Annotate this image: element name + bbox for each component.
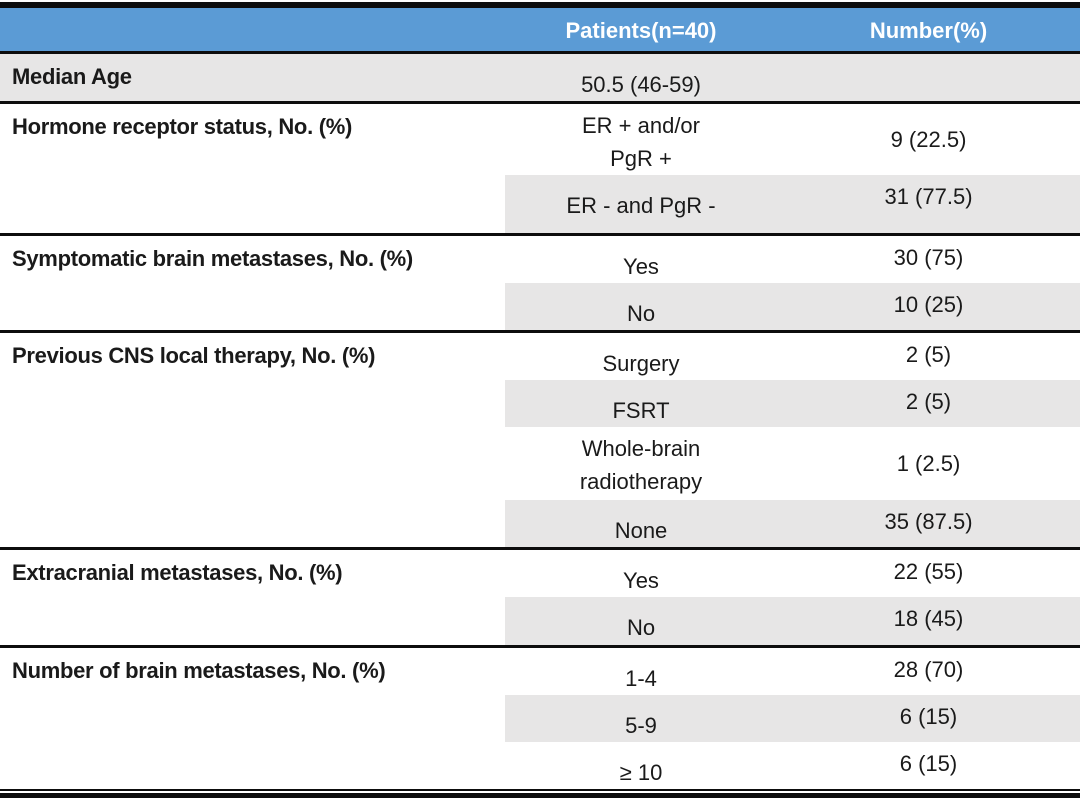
- patients-cell: Surgery: [602, 351, 680, 376]
- number-cell: 6 (15): [899, 751, 958, 776]
- row-label-cell: Hormone receptor status, No. (%): [12, 114, 353, 139]
- number-cell: 30 (75): [893, 245, 964, 270]
- table-row: No 10 (25): [0, 283, 1080, 330]
- patients-cell: ER - and PgR -: [505, 175, 777, 233]
- number-cell: 6 (15): [777, 695, 1080, 742]
- patients-cell: 1-4: [625, 666, 657, 691]
- table-row: Symptomatic brain metastases, No. (%) Ye…: [0, 233, 1080, 283]
- patients-cell: No: [505, 597, 777, 645]
- patients-cell: ≥ 10: [619, 760, 663, 785]
- patients-cell: Whole-brain radiotherapy: [579, 436, 703, 494]
- table-top-border: [0, 2, 1080, 8]
- table-row: FSRT 2 (5): [0, 380, 1080, 427]
- number-cell: 10 (25): [777, 283, 1080, 330]
- row-label-cell: [0, 175, 505, 233]
- number-cell: 2 (5): [777, 380, 1080, 427]
- patients-cell: None: [505, 500, 777, 547]
- row-label-cell: [0, 380, 505, 427]
- row-label-cell: Previous CNS local therapy, No. (%): [12, 343, 376, 368]
- row-label-cell: Extracranial metastases, No. (%): [12, 560, 343, 585]
- table-row: Hormone receptor status, No. (%) ER + an…: [0, 101, 1080, 175]
- number-cell: 31 (77.5): [777, 175, 1080, 233]
- table-row: Extracranial metastases, No. (%) Yes 22 …: [0, 547, 1080, 597]
- number-cell: 2 (5): [905, 342, 952, 367]
- number-cell: 18 (45): [777, 597, 1080, 645]
- header-label-cell: [0, 8, 505, 51]
- patients-cell: Yes: [623, 254, 659, 279]
- number-cell: 9 (22.5): [890, 127, 967, 152]
- header-patients-cell: Patients(n=40): [565, 17, 717, 43]
- number-cell: 1 (2.5): [896, 451, 961, 476]
- row-label-cell: Number of brain metastases, No. (%): [12, 658, 386, 683]
- number-cell: 35 (87.5): [777, 500, 1080, 547]
- row-label-cell: [0, 283, 505, 330]
- row-label-cell: [0, 500, 505, 547]
- table-row: None 35 (87.5): [0, 500, 1080, 547]
- row-label-cell: [0, 427, 505, 500]
- table-bottom-border-thick: [0, 793, 1080, 798]
- patients-cell: Yes: [623, 568, 659, 593]
- number-cell: 28 (70): [893, 657, 964, 682]
- table-row: Number of brain metastases, No. (%) 1-4 …: [0, 645, 1080, 695]
- row-label-cell: Symptomatic brain metastases, No. (%): [12, 246, 413, 271]
- table-row: ≥ 10 6 (15): [0, 742, 1080, 789]
- row-label-cell: [0, 695, 505, 742]
- table-header-row: Patients(n=40) Number(%): [0, 8, 1080, 54]
- row-label-cell: Median Age: [0, 54, 505, 101]
- table-row: No 18 (45): [0, 597, 1080, 645]
- patients-cell: ER + and/or PgR +: [581, 113, 700, 171]
- row-label-cell: [0, 597, 505, 645]
- patients-cell: FSRT: [505, 380, 777, 427]
- table-row: ER - and PgR - 31 (77.5): [0, 175, 1080, 233]
- patients-cell: 5-9: [505, 695, 777, 742]
- table-row: Whole-brain radiotherapy 1 (2.5): [0, 427, 1080, 500]
- patients-cell: 50.5 (46-59): [505, 54, 777, 101]
- number-cell: [777, 54, 1080, 101]
- number-cell: 22 (55): [893, 559, 964, 584]
- row-label-cell: [0, 742, 505, 789]
- table-row: Median Age 50.5 (46-59): [0, 54, 1080, 101]
- patients-cell: No: [505, 283, 777, 330]
- table-row: 5-9 6 (15): [0, 695, 1080, 742]
- table-row: Previous CNS local therapy, No. (%) Surg…: [0, 330, 1080, 380]
- header-number-cell: Number(%): [869, 17, 988, 43]
